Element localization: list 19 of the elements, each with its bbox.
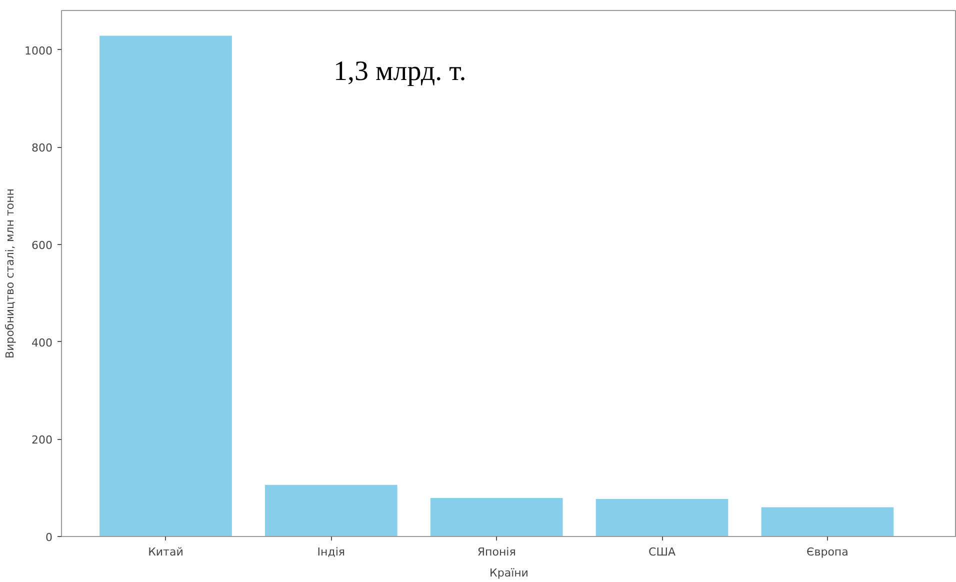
x-axis-title: Країни (490, 566, 528, 580)
x-tick-label: Європа (806, 546, 848, 558)
annotation: 1,3 млрд. т. (334, 56, 466, 87)
y-tick-label: 400 (32, 336, 53, 350)
bar (761, 507, 894, 536)
bar (264, 484, 398, 536)
y-tick-label: 800 (32, 142, 53, 155)
y-tick-label: 1000 (24, 44, 53, 58)
y-tick-label: 200 (32, 434, 53, 447)
x-tick-label: США (648, 546, 676, 558)
bar (430, 498, 563, 536)
y-tick-label: 0 (46, 531, 52, 544)
bar (100, 36, 232, 536)
x-tick-label: Китай (148, 546, 184, 558)
y-tick-label: 600 (32, 239, 53, 252)
y-axis-title: Виробництво сталі, млн тонн (4, 188, 17, 358)
x-tick-label: Японія (477, 546, 516, 558)
bar (596, 499, 728, 536)
x-tick-label: Індія (317, 546, 346, 558)
